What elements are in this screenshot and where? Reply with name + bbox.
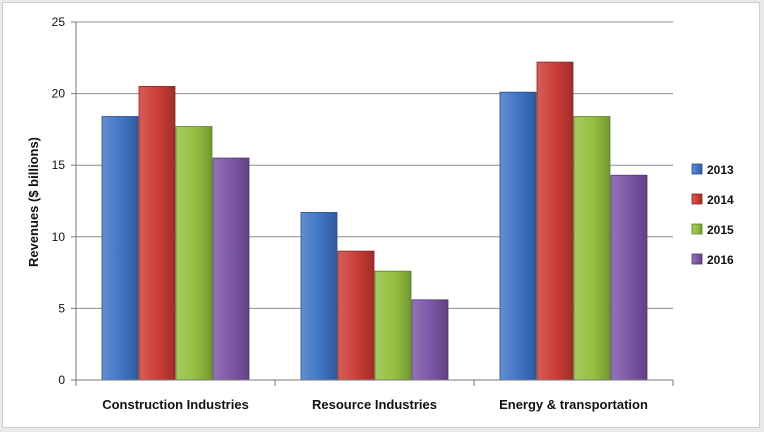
bar-2016-0 <box>212 157 250 381</box>
y-tick-label: 10 <box>52 230 66 244</box>
legend-swatch-2016 <box>691 253 703 265</box>
legend-swatch-2015 <box>691 223 703 235</box>
legend-label-2013: 2013 <box>707 163 734 177</box>
y-tick-label: 5 <box>58 301 65 315</box>
bar-2014-0 <box>138 86 176 381</box>
bars <box>101 61 648 381</box>
axes <box>71 21 674 386</box>
y-axis-label: Revenues ($ billions) <box>26 137 41 267</box>
y-tick-label: 0 <box>58 373 65 387</box>
legend: 2013 2014 2015 2016 <box>691 163 734 267</box>
gridlines <box>76 21 673 309</box>
category-label: Construction Industries <box>102 397 249 412</box>
bar-2015-2 <box>573 116 611 381</box>
y-tick-label: 20 <box>52 87 66 101</box>
legend-label-2014: 2014 <box>707 193 734 207</box>
y-tick-labels: 0 5 10 15 20 25 <box>52 15 66 387</box>
bar-2013-1 <box>300 212 338 381</box>
bar-2013-0 <box>101 116 139 381</box>
bar-2016-2 <box>610 174 648 381</box>
category-labels: Construction Industries Resource Industri… <box>102 397 648 412</box>
y-tick-label: 25 <box>52 15 66 29</box>
bar-2014-2 <box>536 61 574 381</box>
category-label: Energy & transportation <box>499 397 648 412</box>
legend-label-2015: 2015 <box>707 223 734 237</box>
bar-2013-2 <box>499 91 537 381</box>
legend-label-2016: 2016 <box>707 253 734 267</box>
category-label: Resource Industries <box>312 397 437 412</box>
bar-2015-1 <box>374 270 412 381</box>
legend-swatch-2013 <box>691 163 703 175</box>
bar-2016-1 <box>411 299 449 381</box>
bar-2015-0 <box>175 126 213 381</box>
legend-swatch-2014 <box>691 193 703 205</box>
y-tick-label: 15 <box>52 158 66 172</box>
bar-2014-1 <box>337 250 375 381</box>
